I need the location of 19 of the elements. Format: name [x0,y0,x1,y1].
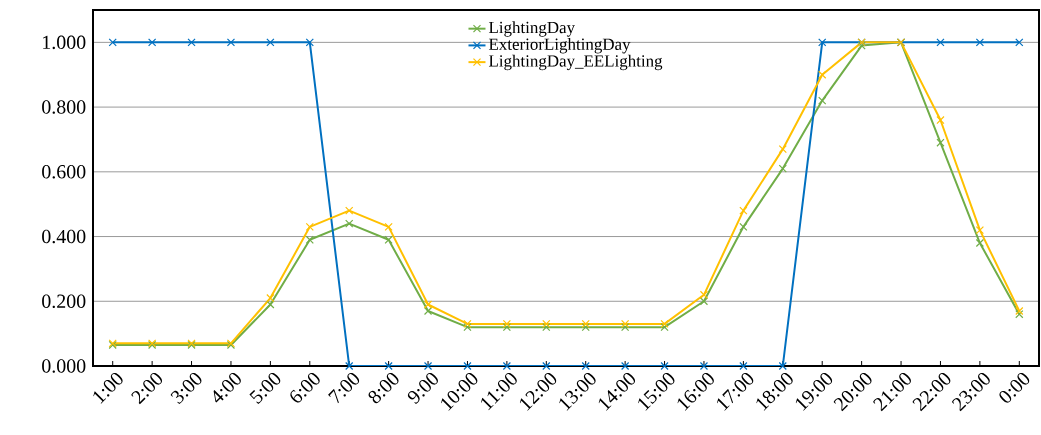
y-tick-label: 0.800 [42,100,86,114]
x-tick-label: 1:00 [93,372,123,404]
x-tick-label: 6:00 [290,372,320,403]
x-tick-label: 7:00 [328,372,360,404]
y-tick-label: 0.400 [42,229,86,244]
legend-label: LightingDay_EELighting [488,54,663,71]
x-tick-label: 0:00 [999,372,1030,403]
y-tick-label: 0.600 [42,165,86,179]
x-tick-label: 3:00 [170,372,202,405]
x-tick-label: 5:00 [249,372,281,404]
legend-label: LightingDay [488,21,575,37]
y-tick-label: 0.200 [42,294,86,309]
legend-label: ExteriorLightingDay [488,38,631,54]
y-tick-label: 1.000 [43,35,86,50]
x-tick-label: 9:00 [407,372,438,405]
x-tick-label: 2:00 [131,372,163,405]
x-tick-label: 8:00 [368,372,399,404]
x-tick-label: 4:00 [213,372,241,403]
y-tick-label: 0.000 [42,359,86,373]
